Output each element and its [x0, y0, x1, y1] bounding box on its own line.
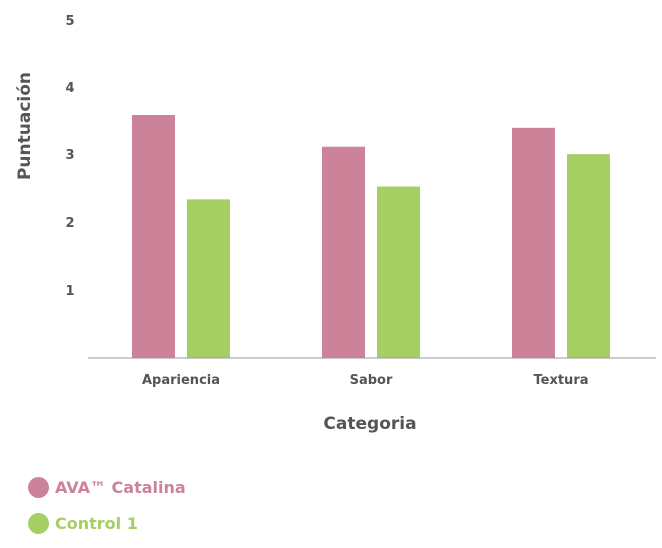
- y-ticks: 1 2 3 4 5: [65, 14, 74, 299]
- bar-textura-series-1: [512, 127, 555, 358]
- legend-swatch-control-1: [28, 512, 49, 534]
- legend-item-control-1: Control 1: [28, 512, 186, 534]
- x-tick-label: Apariencia: [142, 373, 220, 388]
- y-tick-label: 4: [65, 81, 74, 96]
- x-ticks: Apariencia Sabor Textura: [142, 373, 589, 388]
- bars-layer: [132, 115, 610, 358]
- bar-apariencia-series-1: [132, 115, 175, 358]
- bar-textura-series-2: [567, 154, 610, 358]
- legend: AVA™ Catalina Control 1: [28, 476, 186, 548]
- legend-label-ava-catalina: AVA™ Catalina: [55, 477, 186, 497]
- bar-apariencia-series-2: [187, 199, 230, 358]
- bar-sabor-series-2: [377, 186, 420, 358]
- x-tick-label: Textura: [534, 373, 589, 388]
- y-tick-label: 5: [65, 14, 74, 29]
- legend-label-control-1: Control 1: [55, 513, 138, 533]
- legend-item-ava-catalina: AVA™ Catalina: [28, 476, 186, 498]
- bar-sabor-series-1: [322, 146, 365, 358]
- legend-swatch-ava-catalina: [28, 476, 49, 498]
- x-axis-title: Categoria: [323, 414, 416, 434]
- y-axis-title: Puntuación: [15, 72, 35, 180]
- x-tick-label: Sabor: [350, 373, 393, 388]
- y-tick-label: 1: [65, 284, 74, 299]
- y-tick-label: 3: [65, 148, 74, 163]
- y-tick-label: 2: [65, 216, 74, 231]
